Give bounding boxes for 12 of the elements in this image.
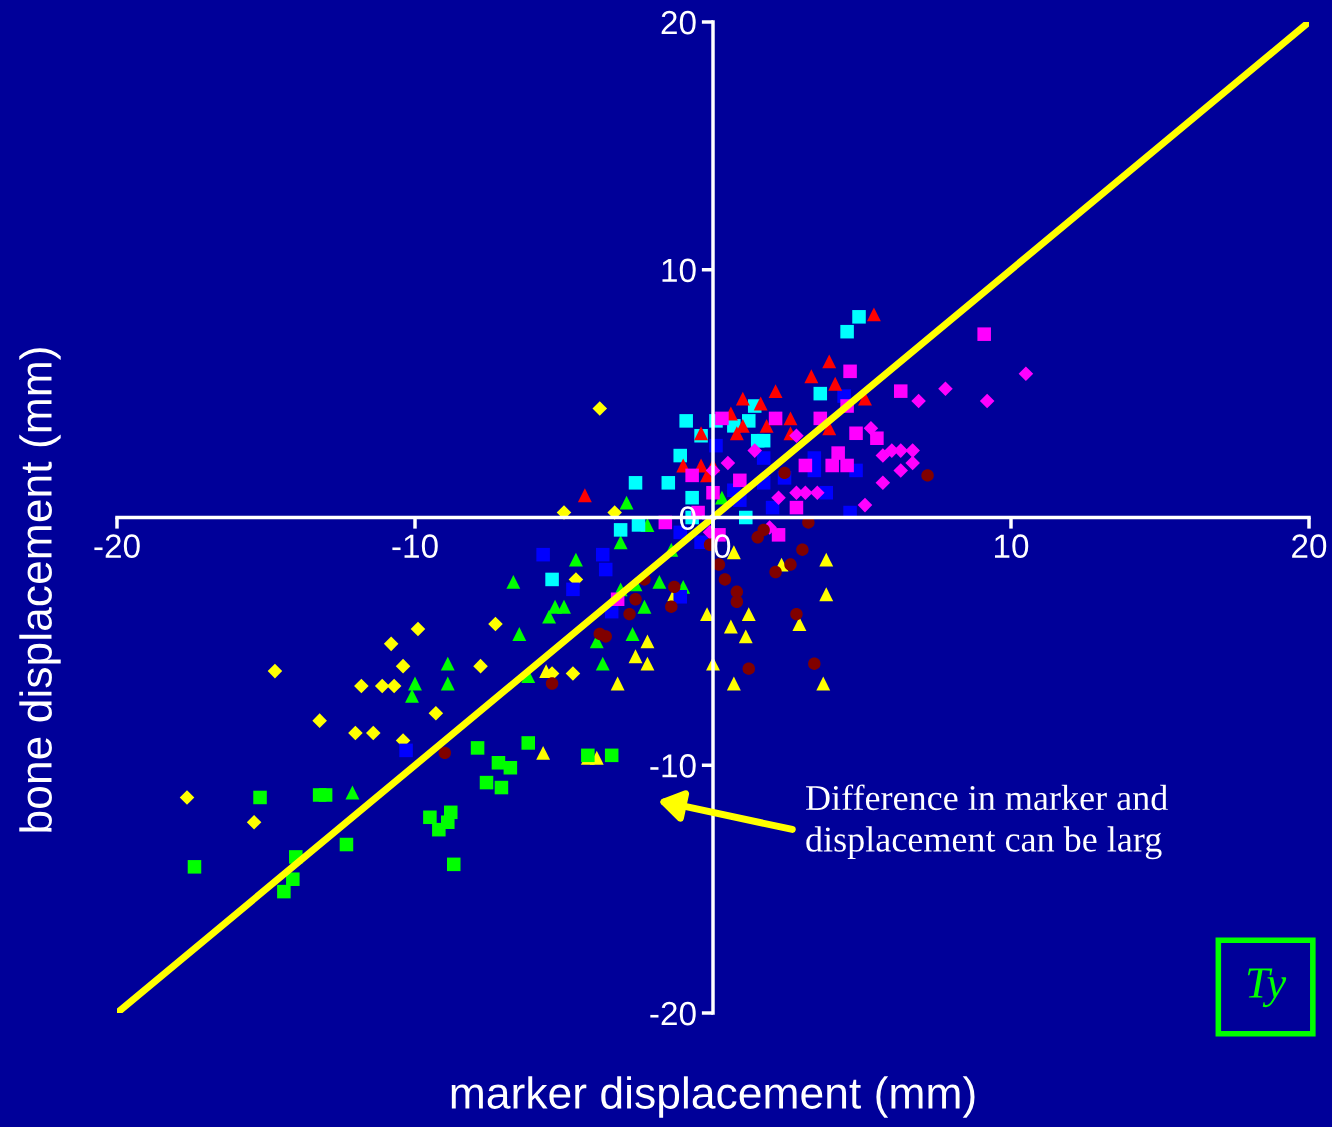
annotation: Ty [1247, 968, 1287, 1008]
y-tick-label: 20 [661, 10, 696, 35]
annotation: Difference in marker and displacement can be larg [806, 784, 1168, 860]
x-tick-label: 10 [995, 534, 1029, 558]
x-tick-label: -20 [94, 534, 140, 558]
y-tick-label: -20 [650, 1001, 696, 1026]
y-tick-label: -10 [650, 754, 696, 778]
x-tick-label: -10 [392, 534, 438, 558]
y-axis-title: bone displacement (mm) [19, 348, 61, 832]
y-tick-label: 10 [662, 258, 696, 283]
x-axis-title: marker displacement (mm) [451, 1076, 975, 1118]
x-tick-label: 20 [1292, 534, 1327, 558]
